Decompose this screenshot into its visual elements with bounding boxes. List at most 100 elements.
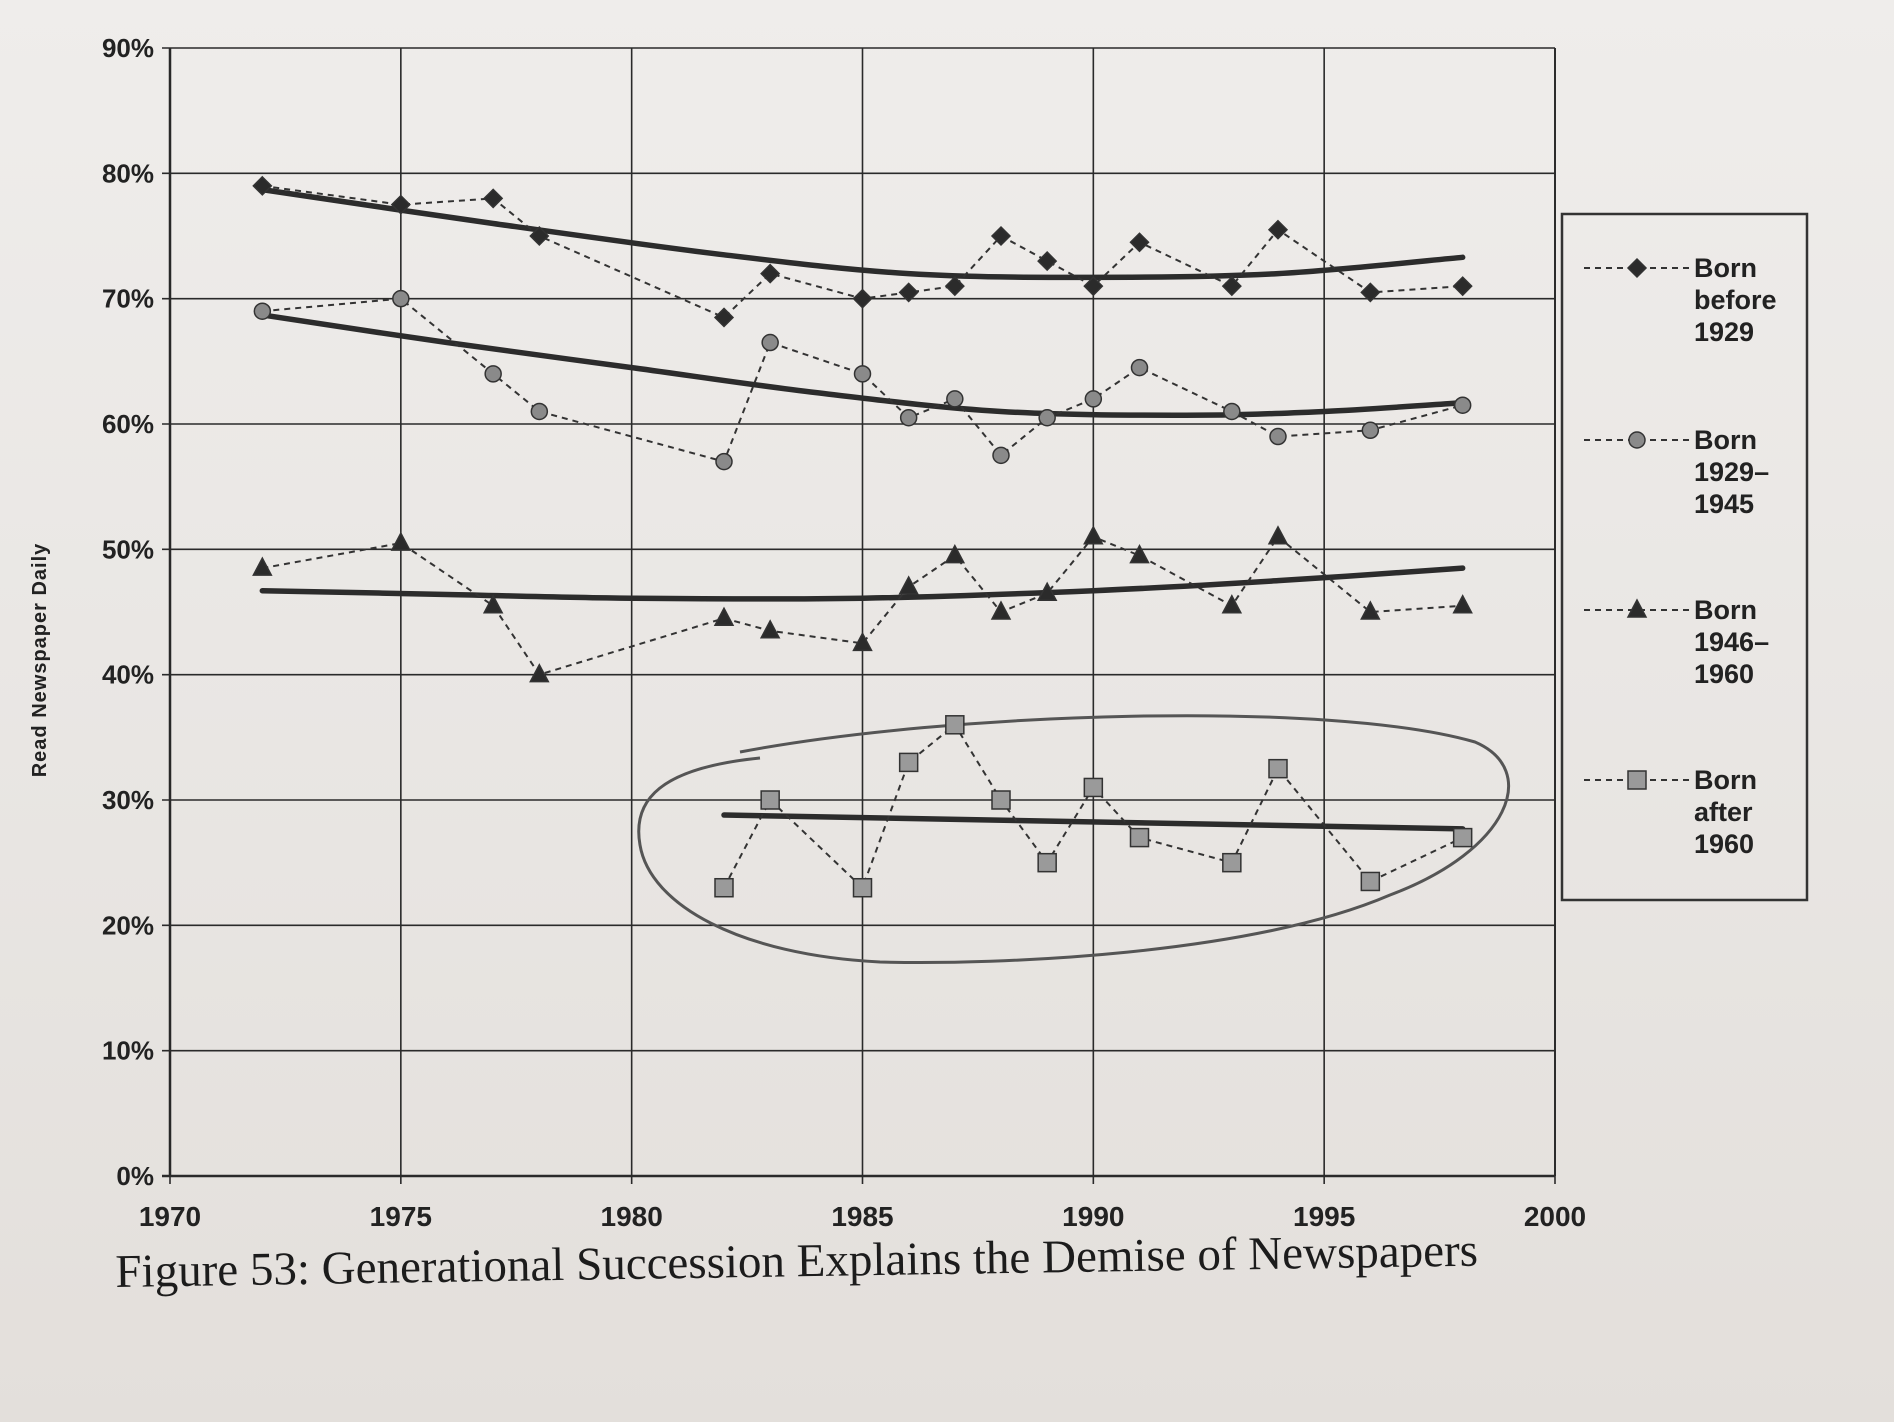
data-point [1360,282,1381,303]
legend-label: 1945 [1694,489,1754,519]
trend-line [721,812,1466,832]
data-point [1268,758,1288,779]
data-point [1223,402,1241,421]
data-point [252,556,273,576]
data-point [1221,594,1243,614]
y-tick-label: 0% [116,1161,154,1191]
y-tick-label: 20% [102,910,154,940]
series-square [714,715,1473,898]
x-tick-label: 1995 [1293,1201,1355,1232]
legend-label: 1946– [1694,627,1769,657]
legend-swatch-marker [1627,770,1647,790]
data-point [1129,827,1150,848]
data-point [1036,581,1058,601]
data-point [1453,396,1472,414]
data-point [1038,408,1056,427]
data-point [1083,525,1104,545]
data-point [852,288,873,309]
legend-label: Born [1694,765,1757,795]
data-point [1452,827,1473,848]
data-point [715,452,733,471]
data-point [761,333,779,352]
series-circle [253,289,1472,471]
data-point [1083,777,1104,798]
legend-swatch-marker [1626,598,1648,618]
data-point [1269,427,1287,446]
trend-line [259,565,1466,602]
axis-ticks: 0% 10% 20% 30% 40% 50% 60% 70% 80% 90% 1970 1975 198… [102,33,1586,1232]
data-point [1037,251,1058,272]
data-point [714,877,734,898]
x-tick-label: 1985 [831,1201,893,1232]
legend-label: 1960 [1694,829,1754,859]
data-point [898,282,919,303]
data-point [1267,219,1289,240]
y-tick-label: 60% [102,409,154,439]
y-tick-label: 10% [102,1036,154,1066]
data-point [1452,276,1473,297]
data-point [944,276,965,297]
data-point [713,307,735,328]
data-point [1222,852,1242,873]
data-point [760,790,780,810]
hand-drawn-ellipse [637,714,1511,964]
data-point [529,225,550,247]
legend: Bornbefore1929Born1929–1945Born1946–1960… [1560,212,1809,902]
data-point [946,390,964,408]
data-point [483,188,504,209]
legend-swatch-marker [1626,257,1648,279]
data-point [252,175,273,196]
legend-label: before [1694,285,1777,315]
data-point [944,543,966,564]
legend-label: Born [1694,253,1757,283]
data-point [760,263,781,284]
legend-label: Born [1694,425,1757,455]
y-tick-label: 70% [102,284,154,314]
data-point [990,600,1012,620]
data-point [945,715,965,735]
gridlines [162,47,1556,1184]
data-point [852,877,873,898]
legend-label: Born [1694,595,1757,625]
data-point [1083,276,1104,297]
y-tick-label: 40% [102,660,154,690]
data-point [1360,871,1381,892]
data-point [484,365,502,383]
data-point [1129,232,1150,253]
legend-box [1560,212,1809,902]
data-point [992,446,1010,465]
x-tick-label: 1980 [601,1201,663,1232]
data-point [1361,421,1380,440]
data-point [1037,852,1057,873]
legend-swatch-marker [1628,431,1646,449]
annotation [637,714,1511,964]
data-point [1221,276,1242,297]
data-point [990,225,1012,247]
data-point [482,594,504,614]
y-tick-label: 90% [102,33,154,63]
series-triangle [252,525,1473,683]
data-point [390,194,411,215]
data-point [1267,525,1289,545]
y-axis-title: Read Newspaper Daily [29,543,51,778]
legend-swatch [1584,598,1692,618]
series-diamond [252,175,1473,328]
data-point [529,663,550,683]
data-point [759,619,781,639]
x-tick-label: 1970 [139,1201,201,1232]
legend-swatch [1584,257,1692,279]
data-point [898,752,919,773]
legend-label: 1929– [1694,457,1769,487]
data-point [1084,390,1103,408]
legend-label: 1929 [1694,317,1754,347]
x-tick-label: 2000 [1524,1201,1586,1232]
legend-swatch [1584,770,1692,790]
trend-line [259,312,1466,418]
data-point [991,790,1011,810]
data-point [390,531,412,551]
y-tick-label: 50% [102,534,154,564]
legend-swatch [1584,431,1692,449]
data-point [1129,543,1150,564]
